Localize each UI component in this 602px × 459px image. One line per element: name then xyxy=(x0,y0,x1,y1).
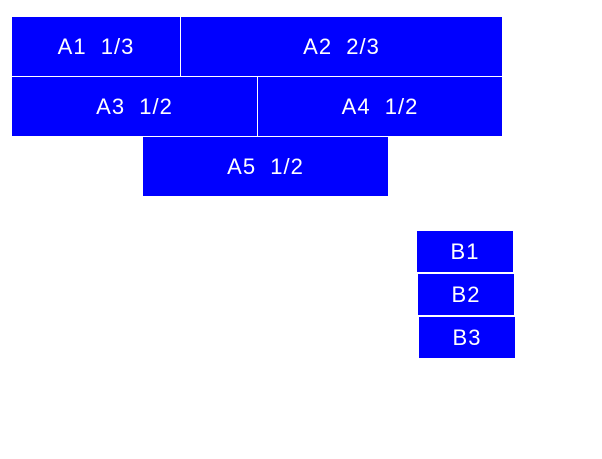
box-a5[interactable]: A5 1/2 xyxy=(143,137,388,196)
box-a1[interactable]: A1 1/3 xyxy=(12,17,180,76)
box-b1[interactable]: B1 xyxy=(417,231,513,272)
box-b2[interactable]: B2 xyxy=(418,274,514,315)
box-a4[interactable]: A4 1/2 xyxy=(258,77,502,136)
box-a3[interactable]: A3 1/2 xyxy=(12,77,257,136)
box-b3[interactable]: B3 xyxy=(419,317,515,358)
box-a2[interactable]: A2 2/3 xyxy=(181,17,502,76)
